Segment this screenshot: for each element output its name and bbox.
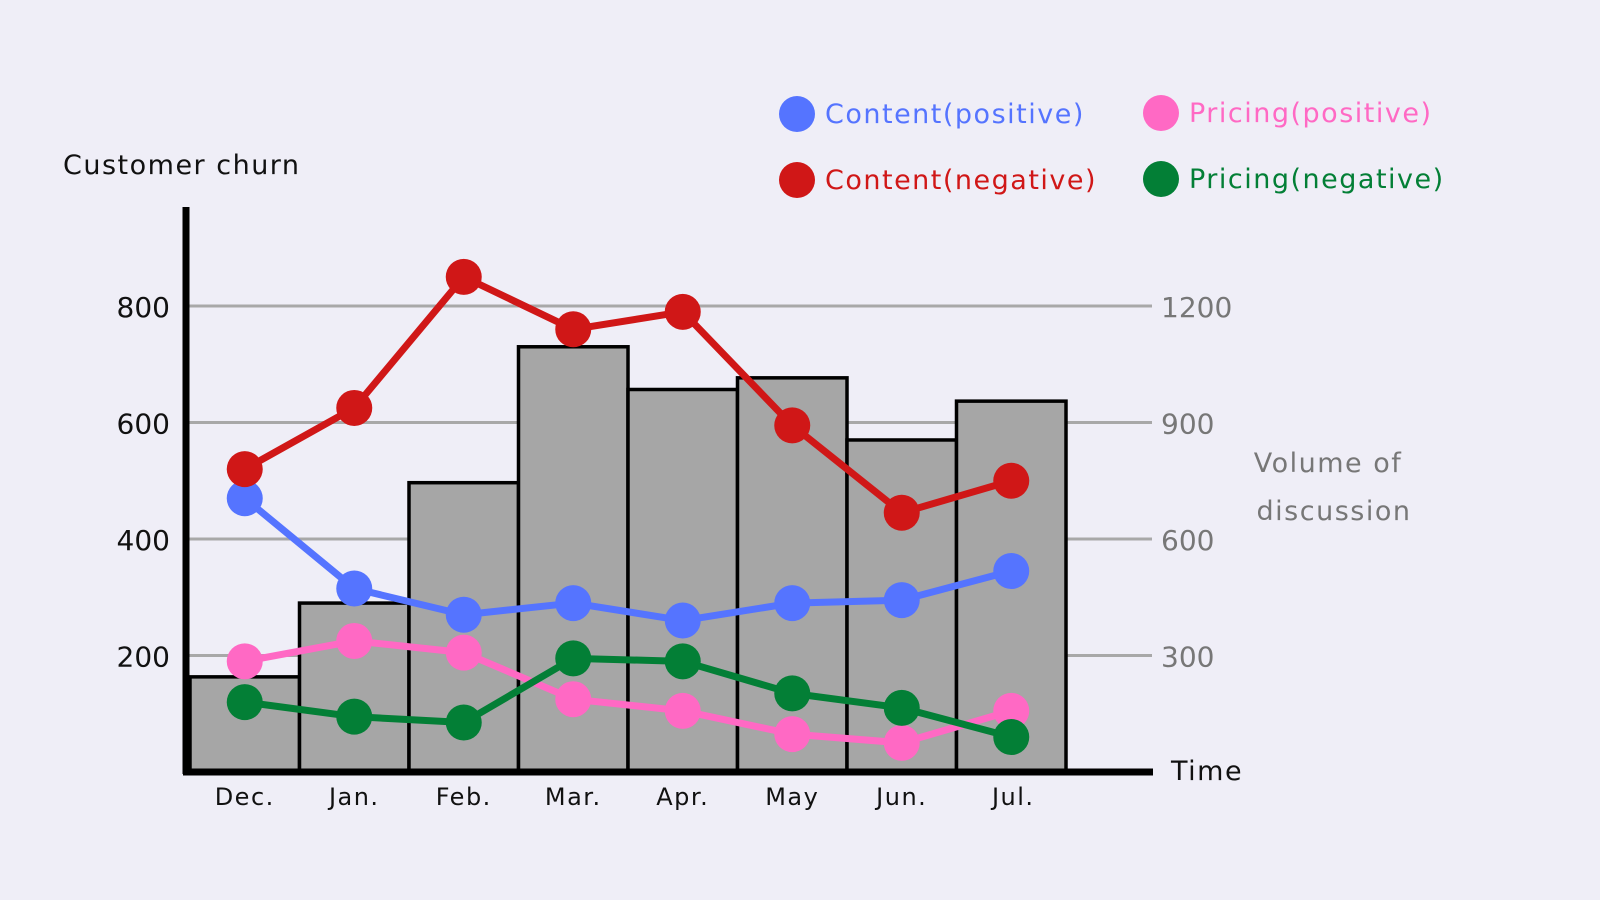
data-point xyxy=(774,716,811,753)
series-pricing-positive xyxy=(226,622,1030,761)
data-point xyxy=(226,480,263,517)
legend-swatch-icon xyxy=(1143,161,1179,197)
x-tick-label: Dec. xyxy=(215,783,275,811)
legend-label: Pricing(negative) xyxy=(1189,164,1445,195)
data-point xyxy=(993,462,1030,499)
y-tick-label: 800 xyxy=(117,291,170,324)
x-tick-label: Jan. xyxy=(327,783,380,811)
data-point xyxy=(445,258,482,295)
data-point xyxy=(774,407,811,444)
data-point xyxy=(226,451,263,488)
data-point xyxy=(993,553,1030,590)
line-series xyxy=(226,258,1030,761)
line xyxy=(242,495,1013,625)
y2-axis-title-line1: Volume of xyxy=(1254,448,1403,479)
y2-tick-label: 1200 xyxy=(1161,291,1232,324)
y-tick-label: 600 xyxy=(117,408,170,441)
y2-tick-label: 300 xyxy=(1161,641,1214,674)
data-point xyxy=(993,692,1030,729)
y2-tick-label: 900 xyxy=(1161,408,1214,441)
legend-label: Content(negative) xyxy=(825,165,1097,196)
data-point xyxy=(226,684,263,721)
x-axis-title: Time xyxy=(1170,756,1243,787)
legend-item-pricing-positive: Pricing(positive) xyxy=(1143,95,1432,131)
data-point xyxy=(883,724,920,761)
data-point xyxy=(555,311,592,348)
x-tick-label: May xyxy=(765,783,819,811)
data-point xyxy=(774,675,811,712)
line xyxy=(244,654,1013,741)
y2-tick-label: 600 xyxy=(1161,524,1214,557)
x-tick-label: Mar. xyxy=(545,783,602,811)
legend-label: Pricing(positive) xyxy=(1189,98,1432,129)
legend: Content(positive) Pricing(positive) Cont… xyxy=(779,95,1445,198)
data-point xyxy=(664,643,701,680)
data-point xyxy=(664,602,701,639)
y-tick-label: 400 xyxy=(117,524,170,557)
x-tick-label: Feb. xyxy=(436,783,492,811)
data-point xyxy=(445,634,482,671)
data-point xyxy=(883,582,920,619)
data-point xyxy=(993,719,1030,756)
data-point xyxy=(336,389,373,426)
data-point xyxy=(664,293,701,330)
y-tick-label: 200 xyxy=(117,641,170,674)
data-point xyxy=(226,643,263,680)
line xyxy=(244,637,1013,747)
series-content-positive xyxy=(226,480,1030,639)
legend-swatch-icon xyxy=(779,96,815,132)
x-tick-label: Apr. xyxy=(656,783,709,811)
x-tick-label: Jul. xyxy=(990,783,1035,811)
legend-swatch-icon xyxy=(1143,95,1179,131)
x-tick-label: Jun. xyxy=(874,783,927,811)
data-point xyxy=(555,681,592,718)
legend-label: Content(positive) xyxy=(825,99,1085,130)
data-point xyxy=(336,570,373,607)
data-point xyxy=(555,585,592,622)
legend-swatch-icon xyxy=(779,162,815,198)
tick-labels: 200 400 600 800 300 600 900 1200 Dec. Jan. Feb. Mar… xyxy=(117,291,1233,811)
data-point xyxy=(555,640,592,677)
series-pricing-negative xyxy=(226,640,1030,756)
legend-item-content-positive: Content(positive) xyxy=(779,96,1085,132)
y-axis-title: Customer churn xyxy=(63,150,301,181)
data-point xyxy=(336,698,373,735)
data-point xyxy=(883,494,920,531)
data-point xyxy=(445,704,482,741)
axes xyxy=(182,207,1153,776)
line xyxy=(243,273,1013,517)
legend-item-pricing-negative: Pricing(negative) xyxy=(1143,161,1445,197)
data-point xyxy=(664,692,701,729)
legend-item-content-negative: Content(negative) xyxy=(779,162,1097,198)
data-point xyxy=(336,622,373,659)
data-point xyxy=(445,596,482,633)
y2-axis-title-line2: discussion xyxy=(1257,496,1412,527)
data-point xyxy=(774,585,811,622)
data-point xyxy=(883,689,920,726)
series-content-negative xyxy=(226,258,1030,531)
